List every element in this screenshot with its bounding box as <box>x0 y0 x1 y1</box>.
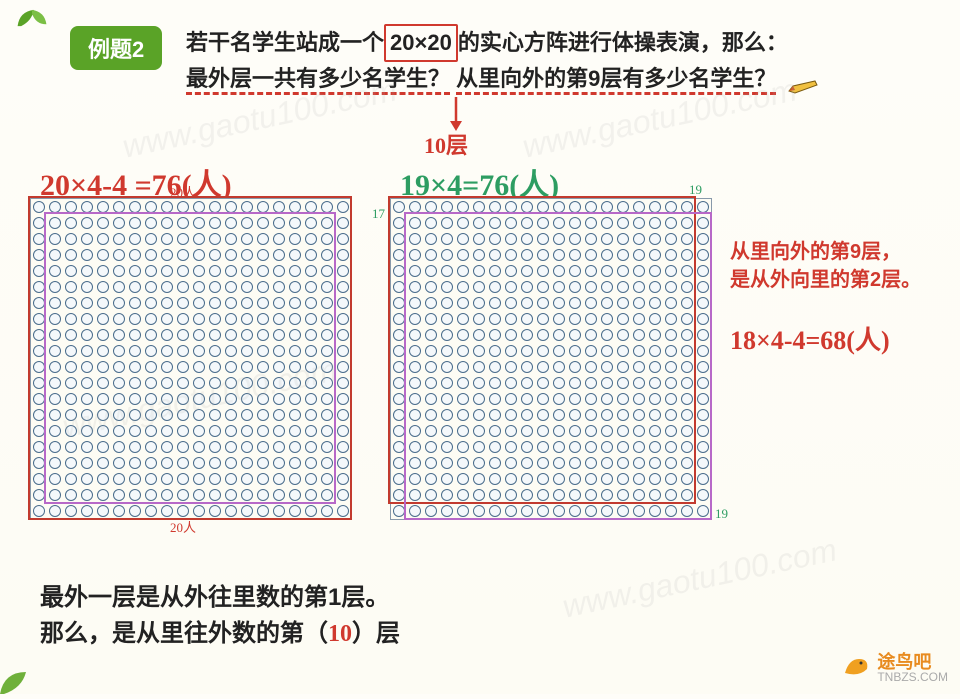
q2-dashed-a: 最外层一共有多少名学生？ <box>186 66 450 95</box>
arrow-down-icon <box>446 95 466 131</box>
bottom-fill: 10 <box>328 621 352 647</box>
example-badge: 例题2 <box>70 26 162 70</box>
dot-grid-left <box>30 198 352 520</box>
leaf-decoration-icon <box>14 6 50 30</box>
bottom-text: 最外一层是从外往里数的第1层。 那么，是从里往外数的第（10）层 <box>40 580 400 652</box>
gl-bottom-label: 20人 <box>170 517 196 536</box>
side-calc: 18×4-4=68(人) <box>730 320 890 357</box>
question-block: 若干名学生站成一个20×20的实心方阵进行体操表演，那么： 最外层一共有多少名学… <box>186 24 906 96</box>
gr-br-label: 19 <box>715 506 728 522</box>
gr-left-label: 17 <box>372 206 385 222</box>
bottom-line1: 最外一层是从外往里数的第1层。 <box>40 580 400 616</box>
q1-text-a: 若干名学生站成一个 <box>186 30 384 55</box>
logo-url: TNBZS.COM <box>877 670 948 684</box>
grid-left: 20人 20人 <box>30 198 350 518</box>
arrow-label: 10层 <box>424 128 468 160</box>
side-explain-l1: 从里向外的第9层， <box>730 238 940 266</box>
question-line2: 最外层一共有多少名学生？ 从里向外的第9层有多少名学生？ <box>186 62 906 96</box>
leaf-bl-icon <box>0 654 50 694</box>
bottom-l2a: 那么，是从里往外数的第（ <box>40 620 328 647</box>
logo-bottom-right: 途鸟吧 TNBZS.COM <box>841 648 948 684</box>
q2-dashed-b: 从里向外的第9层有多少名学生？ <box>456 66 776 95</box>
watermark: www.gaotu100.com <box>559 531 840 625</box>
bottom-line2: 那么，是从里往外数的第（10）层 <box>40 616 400 652</box>
q1-text-b: 的实心方阵进行体操表演，那么： <box>458 30 788 55</box>
side-explain-l2: 是从外向里的第2层。 <box>730 266 940 294</box>
bottom-l2b: ）层 <box>352 620 400 647</box>
page-root: 例题2 若干名学生站成一个20×20的实心方阵进行体操表演，那么： 最外层一共有… <box>0 0 960 694</box>
logo-cn: 途鸟吧 <box>877 652 931 672</box>
gr-top-label: 19 <box>689 182 702 198</box>
grid-right: 19 17 19 <box>390 198 710 518</box>
pencil-icon <box>787 71 821 89</box>
side-explain: 从里向外的第9层， 是从外向里的第2层。 <box>730 238 940 294</box>
question-line1: 若干名学生站成一个20×20的实心方阵进行体操表演，那么： <box>186 24 906 62</box>
q1-boxed: 20×20 <box>384 24 458 62</box>
bird-icon <box>841 653 871 679</box>
dot-grid-right <box>390 198 712 520</box>
